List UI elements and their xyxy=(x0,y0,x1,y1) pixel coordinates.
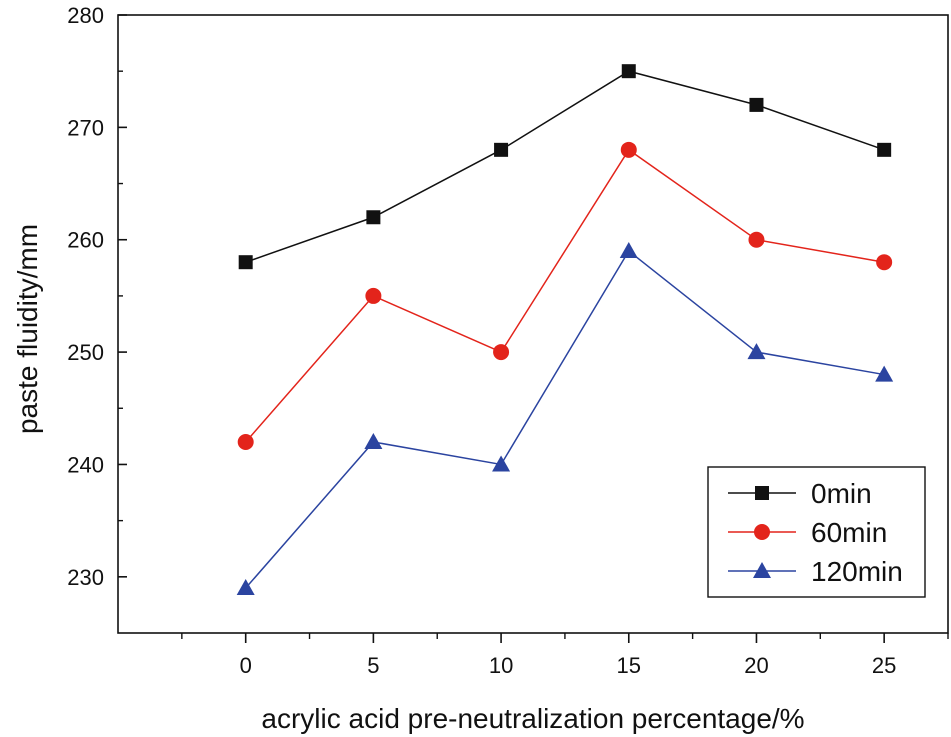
plot-frame xyxy=(117,14,949,634)
x-tick-label: 25 xyxy=(872,653,896,678)
series-line-120min xyxy=(245,249,885,589)
data-point-60min xyxy=(620,141,637,158)
data-point-0min xyxy=(366,210,381,225)
data-point-120min xyxy=(747,343,766,360)
x-tick-label: 20 xyxy=(744,653,768,678)
legend-marker-60min xyxy=(754,524,770,540)
x-tick-label: 15 xyxy=(617,653,641,678)
data-point-120min xyxy=(492,455,511,472)
y-tick-label: 270 xyxy=(67,115,104,140)
legend-label-0min: 0min xyxy=(811,478,872,509)
data-point-120min xyxy=(875,365,894,382)
series-line-0min xyxy=(245,70,885,263)
data-point-120min xyxy=(619,241,638,258)
x-axis: 0 5 10 15 20 25 xyxy=(181,633,949,678)
data-point-0min xyxy=(494,142,509,157)
y-tick-label: 250 xyxy=(67,340,104,365)
series-0min xyxy=(238,64,892,270)
data-point-60min xyxy=(876,254,893,271)
y-tick-label: 260 xyxy=(67,228,104,253)
data-point-0min xyxy=(749,97,764,112)
y-tick-label: 240 xyxy=(67,452,104,477)
data-point-0min xyxy=(877,142,892,157)
series-line-60min xyxy=(245,148,885,443)
data-point-60min xyxy=(748,231,765,248)
series-layer xyxy=(236,64,894,596)
data-point-0min xyxy=(238,255,253,270)
data-point-60min xyxy=(493,344,510,361)
y-axis-title: paste fluidity/mm xyxy=(12,224,43,434)
legend-label-60min: 60min xyxy=(811,517,887,548)
data-point-60min xyxy=(365,287,382,304)
series-60min xyxy=(237,141,893,450)
legend-marker-0min xyxy=(755,486,769,500)
data-point-120min xyxy=(364,432,383,449)
legend-label-120min: 120min xyxy=(811,556,903,587)
legend: 0min 60min 120min xyxy=(707,466,926,598)
data-point-0min xyxy=(621,64,636,79)
series-120min xyxy=(236,241,894,596)
y-axis: 230 240 250 260 270 280 xyxy=(67,3,127,590)
y-tick-label: 230 xyxy=(67,565,104,590)
y-tick-label: 280 xyxy=(67,3,104,28)
data-point-120min xyxy=(236,579,255,596)
x-axis-title: acrylic acid pre-neutralization percenta… xyxy=(261,703,804,734)
x-tick-label: 5 xyxy=(367,653,379,678)
x-tick-label: 0 xyxy=(240,653,252,678)
legend-marker-120min xyxy=(753,562,771,578)
x-tick-label: 10 xyxy=(489,653,513,678)
data-point-60min xyxy=(237,433,254,450)
